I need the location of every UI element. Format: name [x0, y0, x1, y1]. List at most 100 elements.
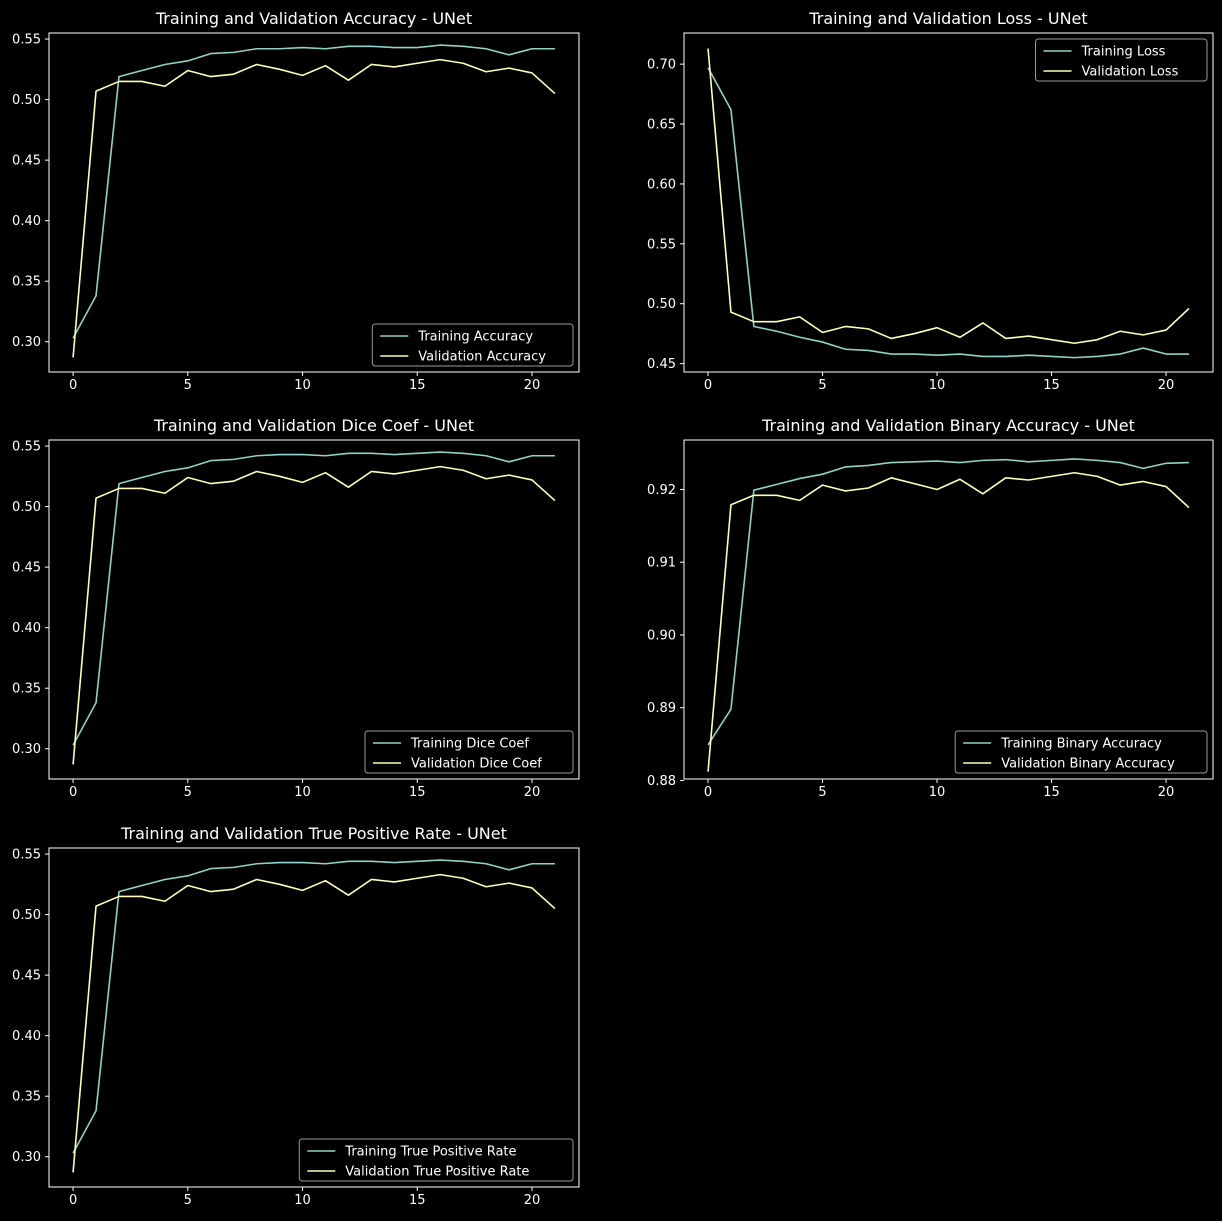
y-tick-label: 0.40 — [12, 621, 41, 636]
legend: Training Binary Accuracy Validation Binar… — [954, 730, 1208, 774]
x-tick-label: 15 — [1043, 785, 1060, 800]
x-tick-label: 5 — [184, 1193, 192, 1208]
x-tick-label: 10 — [294, 785, 311, 800]
chart-panel-3: Training and Validation Binary Accuracy … — [647, 416, 1214, 800]
axes-frame — [48, 32, 580, 373]
chart-title: Training and Validation Loss - UNet — [808, 9, 1087, 28]
legend: Training Dice Coef Validation Dice Coef — [364, 730, 574, 774]
y-tick-label: 0.90 — [647, 628, 676, 643]
y-tick-label: 0.30 — [12, 1150, 41, 1165]
y-tick-label: 0.55 — [12, 440, 41, 455]
legend-box — [364, 730, 574, 774]
chart-panel-4: Training and Validation True Positive Ra… — [12, 824, 580, 1208]
y-tick-label: 0.92 — [647, 483, 676, 498]
x-tick-label: 0 — [69, 378, 77, 393]
x-tick-label: 0 — [69, 785, 77, 800]
y-tick-label: 0.50 — [12, 908, 41, 923]
x-tick-label: 20 — [1158, 378, 1175, 393]
legend-label: Training Loss — [1081, 45, 1166, 60]
chart-panel-2: Training and Validation Dice Coef - UNet… — [12, 416, 580, 800]
y-tick-label: 0.45 — [12, 154, 41, 169]
training-series-line — [707, 67, 1189, 359]
y-tick-label: 0.55 — [12, 848, 41, 863]
y-tick-label: 0.50 — [12, 500, 41, 515]
y-tick-label: 0.88 — [647, 774, 676, 789]
chart-panel-0: Training and Validation Accuracy - UNet 0… — [12, 9, 580, 393]
y-tick-label: 0.70 — [647, 58, 676, 73]
legend-label: Training Accuracy — [417, 330, 533, 345]
x-tick-label: 10 — [929, 785, 946, 800]
x-tick-label: 5 — [184, 378, 192, 393]
legend-label: Training Binary Accuracy — [1000, 737, 1162, 752]
y-tick-label: 0.40 — [12, 214, 41, 229]
x-tick-label: 10 — [929, 378, 946, 393]
legend-label: Validation Loss — [1082, 65, 1179, 80]
y-tick-label: 0.40 — [12, 1029, 41, 1044]
y-tick-label: 0.30 — [12, 335, 41, 350]
x-tick-label: 5 — [818, 378, 826, 393]
y-tick-label: 0.60 — [647, 177, 676, 192]
x-tick-label: 0 — [704, 378, 712, 393]
y-tick-label: 0.55 — [12, 33, 41, 48]
legend-label: Validation Accuracy — [418, 350, 546, 365]
validation-series-line — [707, 48, 1190, 345]
training-series-line — [72, 44, 555, 339]
y-tick-label: 0.30 — [12, 742, 41, 757]
x-tick-label: 15 — [409, 1193, 426, 1208]
x-tick-label: 15 — [409, 378, 426, 393]
chart-title: Training and Validation Accuracy - UNet — [155, 9, 472, 28]
y-tick-label: 0.55 — [647, 237, 676, 252]
x-tick-label: 15 — [409, 785, 426, 800]
x-tick-label: 5 — [818, 785, 826, 800]
chart-panel-1: Training and Validation Loss - UNet 0 5 10 1… — [647, 9, 1214, 393]
y-tick-label: 0.35 — [12, 682, 41, 697]
chart-title: Training and Validation Binary Accuracy … — [761, 416, 1135, 435]
legend-box — [954, 730, 1208, 774]
legend-label: Validation True Positive Rate — [345, 1165, 529, 1180]
legend-box — [298, 1138, 574, 1182]
y-tick-label: 0.50 — [647, 297, 676, 312]
legend-label: Validation Binary Accuracy — [1001, 757, 1175, 772]
legend-label: Training True Positive Rate — [344, 1145, 516, 1160]
axes-frame — [683, 32, 1214, 373]
y-tick-label: 0.50 — [12, 93, 41, 108]
axes-frame — [48, 847, 580, 1188]
y-tick-label: 0.45 — [12, 969, 41, 984]
x-tick-label: 20 — [1158, 785, 1175, 800]
training-series-line — [72, 451, 555, 746]
axes-frame — [683, 439, 1214, 780]
x-tick-label: 20 — [524, 378, 541, 393]
y-tick-label: 0.35 — [12, 1090, 41, 1105]
legend: Training Accuracy Validation Accuracy — [371, 323, 574, 367]
x-tick-label: 20 — [524, 785, 541, 800]
validation-series-line — [72, 465, 556, 765]
legend-box — [371, 323, 574, 367]
legend-label: Training Dice Coef — [410, 737, 529, 752]
legend: Training True Positive Rate Validation Tr… — [298, 1138, 574, 1182]
y-tick-label: 0.65 — [647, 118, 676, 133]
validation-series-line — [72, 873, 556, 1173]
y-tick-label: 0.35 — [12, 275, 41, 290]
x-tick-label: 0 — [704, 785, 712, 800]
y-tick-label: 0.89 — [647, 701, 676, 716]
training-series-line — [707, 458, 1189, 746]
legend-label: Validation Dice Coef — [411, 757, 542, 772]
x-tick-label: 10 — [294, 378, 311, 393]
y-tick-label: 0.45 — [647, 357, 676, 372]
x-tick-label: 5 — [184, 785, 192, 800]
axes-frame — [48, 439, 580, 780]
legend-box — [1035, 38, 1208, 82]
validation-series-line — [72, 58, 556, 358]
training-series-line — [72, 859, 555, 1154]
x-tick-label: 20 — [524, 1193, 541, 1208]
chart-title: Training and Validation True Positive Ra… — [120, 824, 507, 843]
x-tick-label: 0 — [69, 1193, 77, 1208]
legend: Training Loss Validation Loss — [1035, 38, 1208, 82]
chart-title: Training and Validation Dice Coef - UNet — [153, 416, 474, 435]
y-tick-label: 0.91 — [647, 556, 676, 571]
x-tick-label: 10 — [294, 1193, 311, 1208]
y-tick-label: 0.45 — [12, 561, 41, 576]
x-tick-label: 15 — [1043, 378, 1060, 393]
